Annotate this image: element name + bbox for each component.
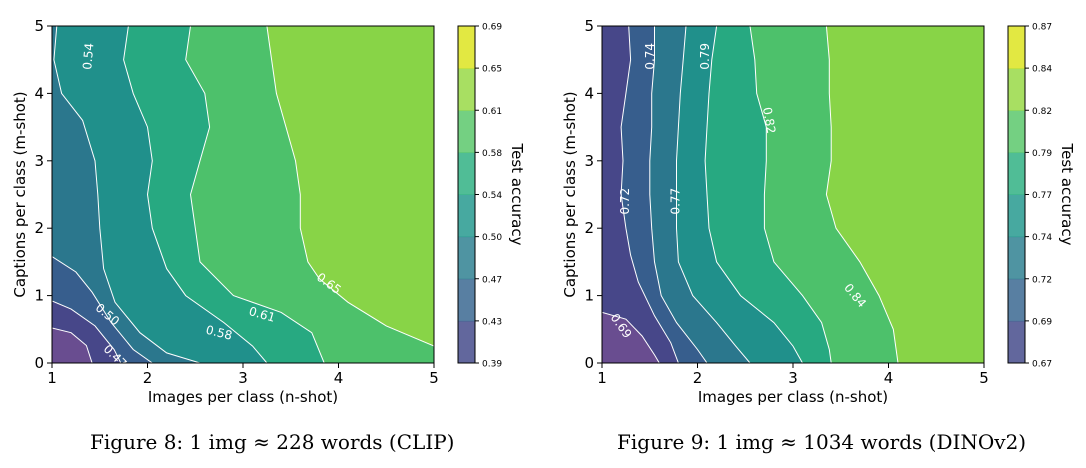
- chart1-y-tick-label: 1: [34, 287, 44, 305]
- chart2-colorbar-segment: [1008, 68, 1025, 111]
- chart2-group: 0.74 0.790.72 0.770.820.840.691 2 3 4 5012345I…: [561, 17, 1076, 406]
- chart2-colorbar-tick-label: 0.67: [1032, 360, 1052, 370]
- chart1-colorbar-tick-label: 0.50: [482, 233, 502, 243]
- chart2-contour-line-0.77: [676, 26, 751, 363]
- chart1-colorbar-segment: [458, 236, 475, 280]
- chart2-x-axis-label: Images per class (n-shot): [698, 388, 888, 406]
- chart2-colorbar-tick-label: 0.74: [1032, 233, 1052, 243]
- chart2-colorbar-segment: [1008, 152, 1025, 195]
- chart2-plot-area: 0.74 0.790.72 0.770.820.840.69: [602, 26, 984, 363]
- chart2-y-tick-label: 0: [584, 354, 594, 372]
- chart1-colorbar-tick-label: 0.65: [482, 65, 502, 75]
- chart1-colorbar-tick-label: 0.47: [482, 275, 502, 285]
- chart1-colorbar-segment: [458, 320, 475, 364]
- chart2-colorbar-tick-label: 0.69: [1032, 317, 1052, 327]
- chart1-colorbar-segment: [458, 110, 475, 153]
- chart1-x-tick-label: 1: [47, 369, 57, 387]
- chart1-y-tick-label: 0: [34, 354, 44, 372]
- chart2-contour-line-0.84: [825, 26, 899, 363]
- chart1-colorbar-label: Test accuracy: [508, 143, 526, 246]
- chart2-contour-label: 0.82: [760, 106, 778, 135]
- chart2-y-tick-label: 2: [584, 219, 594, 237]
- chart2-colorbar-tick-label: 0.77: [1032, 191, 1052, 201]
- chart1-y-tick-label: 3: [34, 152, 44, 170]
- chart2-colorbar-segment: [1008, 278, 1025, 322]
- chart1-band-0.65: [266, 26, 434, 347]
- chart1-colorbar-segment: [458, 26, 475, 69]
- chart1-contour-line-0.65: [266, 26, 434, 347]
- chart2-colorbar-segment: [1008, 26, 1025, 69]
- chart2-colorbar-tick-label: 0.82: [1032, 107, 1052, 117]
- chart1-contour-line-0.61: [185, 26, 325, 363]
- chart2-contour-label-group-2: 0.72: [618, 188, 632, 215]
- chart2-contour-line-0.82: [749, 26, 832, 363]
- chart1-colorbar-tick-label: 0.61: [482, 107, 502, 117]
- chart2-contour-label: 0.74: [643, 43, 657, 70]
- chart1-contour-line-0.43: [52, 327, 93, 363]
- chart2-x-tick-label: 3: [788, 369, 798, 387]
- chart1-x-tick-label: 2: [143, 369, 153, 387]
- chart1-contour-line-0.58: [123, 26, 268, 363]
- chart2-colorbar-segment: [1008, 320, 1025, 364]
- chart1-colorbar-tick-label: 0.54: [482, 191, 502, 201]
- chart1-colorbar-segment: [458, 278, 475, 322]
- chart2-y-tick-label: 4: [584, 84, 594, 102]
- chart1-plot-area: 0.540.500.470.580.610.65: [52, 26, 434, 363]
- figure-9-caption: Figure 9: 1 img ≈ 1034 words (DINOv2): [617, 430, 1027, 454]
- chart2-contour-label: 0.77: [669, 188, 683, 215]
- chart2-x-tick-label: 5: [979, 369, 989, 387]
- chart2-x-tick-label: 4: [884, 369, 894, 387]
- chart1-y-tick-label: 4: [34, 84, 44, 102]
- chart1-contour-line-0.50: [52, 256, 153, 363]
- chart2-y-tick-label: 1: [584, 287, 594, 305]
- figure-8-caption: Figure 8: 1 img ≈ 228 words (CLIP): [90, 430, 455, 454]
- chart2-colorbar-segment: [1008, 194, 1025, 238]
- chart2-colorbar-segment: [1008, 236, 1025, 280]
- chart1-colorbar-segment: [458, 194, 475, 238]
- chart2-colorbar-label: Test accuracy: [1058, 143, 1076, 246]
- chart2-contour-line-0.79: [704, 26, 803, 363]
- chart1-contour-label-group-0: 0.54: [80, 42, 96, 70]
- chart2-x-tick-label: 1: [597, 369, 607, 387]
- chart1-x-axis-label: Images per class (n-shot): [148, 388, 338, 406]
- chart1-colorbar-segment: [458, 68, 475, 111]
- chart2-contour-label: 0.72: [618, 188, 632, 215]
- chart1-contour-line-0.54: [53, 26, 201, 363]
- chart1-y-axis-label: Captions per class (m-shot): [11, 91, 29, 297]
- chart1-y-tick-label: 5: [34, 17, 44, 35]
- chart1-contour-label-group-3: 0.58: [204, 323, 233, 343]
- chart2-colorbar-tick-label: 0.79: [1032, 149, 1052, 159]
- chart1-colorbar-segment: [458, 152, 475, 195]
- chart2-contour-line-0.72: [620, 26, 679, 363]
- chart2-colorbar-tick-label: 0.84: [1032, 65, 1052, 75]
- chart1-x-tick-label: 5: [429, 369, 439, 387]
- chart2-x-tick-label: 2: [693, 369, 703, 387]
- chart2-y-tick-label: 3: [584, 152, 594, 170]
- chart1-contour-label: 0.54: [80, 42, 96, 70]
- chart2-contour-line-0.69: [602, 311, 660, 363]
- chart2-colorbar-tick-label: 0.87: [1032, 23, 1052, 33]
- chart2-contour-label-group-1: 0.79: [698, 43, 712, 70]
- chart1-colorbar-tick-label: 0.69: [482, 23, 502, 33]
- chart1-colorbar-tick-label: 0.39: [482, 360, 502, 370]
- chart2-contour-line-0.74: [649, 26, 708, 363]
- chart2-contour-label-group-3: 0.77: [669, 188, 683, 215]
- chart1-contour-line-0.47: [52, 300, 122, 363]
- chart2-y-axis-label: Captions per class (m-shot): [561, 91, 579, 297]
- chart2-contour-label-group-0: 0.74: [643, 43, 657, 70]
- chart2-band-0.84: [826, 26, 984, 363]
- chart2-contour-label: 0.79: [698, 43, 712, 70]
- chart2-contour-label-group-4: 0.82: [760, 106, 778, 135]
- chart1-colorbar-tick-label: 0.43: [482, 317, 502, 327]
- chart1-colorbar-tick-label: 0.58: [482, 149, 502, 159]
- chart1-contour-label: 0.58: [204, 323, 233, 343]
- chart2-y-tick-label: 5: [584, 17, 594, 35]
- chart2-colorbar-tick-label: 0.72: [1032, 275, 1052, 285]
- chart1-x-tick-label: 4: [334, 369, 344, 387]
- chart1-group: 0.540.500.470.580.610.651 2 3 4 5012345Image…: [11, 17, 526, 406]
- chart2-colorbar-segment: [1008, 110, 1025, 153]
- chart1-x-tick-label: 3: [238, 369, 248, 387]
- chart1-y-tick-label: 2: [34, 219, 44, 237]
